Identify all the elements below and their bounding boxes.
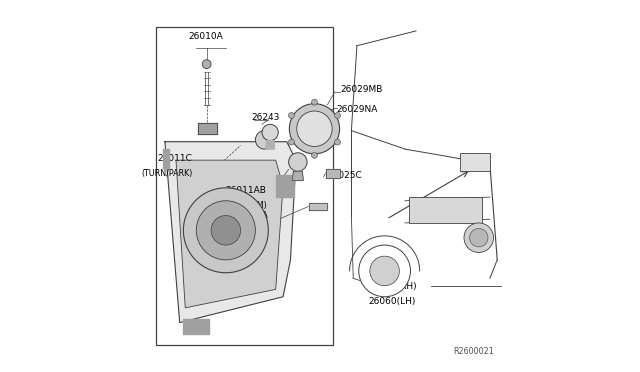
Polygon shape (163, 149, 168, 167)
Text: 26011AB: 26011AB (225, 186, 266, 195)
Polygon shape (276, 175, 294, 197)
Text: 26011A: 26011A (234, 211, 268, 220)
Circle shape (289, 112, 294, 118)
Circle shape (464, 223, 493, 253)
Circle shape (289, 153, 307, 171)
Circle shape (289, 104, 340, 154)
Text: 26029MB: 26029MB (340, 85, 383, 94)
Text: 26011C: 26011C (157, 154, 193, 163)
Circle shape (297, 111, 332, 147)
Polygon shape (176, 160, 283, 308)
Text: (TURN/PARK): (TURN/PARK) (141, 169, 193, 178)
Circle shape (335, 139, 340, 145)
Text: (SIDE MARKER): (SIDE MARKER) (208, 225, 268, 234)
Polygon shape (292, 171, 303, 180)
Circle shape (196, 201, 255, 260)
Text: R2600021: R2600021 (452, 347, 493, 356)
Circle shape (359, 245, 410, 297)
Circle shape (202, 60, 211, 68)
Text: 26029NA: 26029NA (337, 105, 378, 114)
Bar (460, 153, 490, 171)
Circle shape (312, 153, 317, 158)
Circle shape (255, 131, 274, 149)
Text: 26010A: 26010A (188, 32, 223, 41)
Polygon shape (198, 123, 216, 134)
Text: (HIGH BEAM): (HIGH BEAM) (214, 201, 266, 210)
Polygon shape (326, 169, 340, 177)
Text: 26025C: 26025C (328, 171, 362, 180)
Circle shape (184, 188, 268, 273)
Circle shape (335, 112, 340, 118)
Polygon shape (184, 319, 209, 334)
Circle shape (370, 256, 399, 286)
Text: 26060(LH): 26060(LH) (368, 297, 415, 306)
Polygon shape (266, 141, 275, 149)
Text: 26010(RH): 26010(RH) (368, 282, 417, 291)
Circle shape (470, 228, 488, 247)
Circle shape (289, 139, 294, 145)
Circle shape (262, 124, 278, 141)
Circle shape (211, 215, 241, 245)
Circle shape (312, 99, 317, 105)
Polygon shape (165, 142, 296, 323)
Polygon shape (309, 203, 328, 210)
Bar (408, 197, 483, 223)
Bar (156, 27, 333, 345)
Text: 26243: 26243 (251, 113, 279, 122)
